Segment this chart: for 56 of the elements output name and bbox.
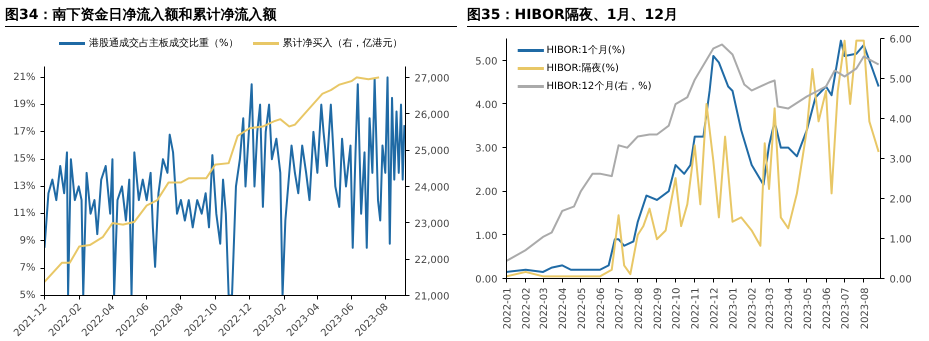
y-tick-label: 13% — [13, 180, 36, 192]
x-tick-label: 2022-02 — [522, 287, 533, 330]
x-tick-label: 2023-05 — [802, 287, 814, 330]
x-tick-label: 2022-05 — [576, 287, 588, 330]
y2-tick-label: 21,000 — [414, 292, 450, 302]
y-tick-label: 11% — [13, 208, 36, 220]
y2-tick-label: 4.00 — [890, 114, 912, 126]
x-tick-label: 2023-04 — [784, 287, 796, 330]
y-tick-label: 3.00 — [475, 144, 498, 155]
x-tick-label: 2022-07 — [614, 287, 626, 330]
y2-tick-label: 0.00 — [890, 274, 912, 286]
y-tick-label: 5% — [20, 290, 36, 301]
x-tick-label: 2022-04 — [558, 287, 570, 330]
y-tick-label: 19% — [13, 99, 36, 110]
x-tick-label: 2022-09 — [652, 287, 664, 330]
x-tick-label: 2023-01 — [728, 287, 740, 330]
y2-tick-label: 27,000 — [414, 73, 450, 84]
y2-tick-label: 23,000 — [414, 218, 450, 230]
y2-tick-label: 1.00 — [890, 234, 912, 246]
y-tick-label: 17% — [13, 126, 36, 138]
chart-title: 图35：HIBOR隔夜、1月、12月 — [467, 6, 678, 25]
x-tick-label: 2022-01 — [502, 287, 514, 330]
y-tick-label: 15% — [13, 154, 36, 165]
y-tick-label: 9% — [20, 235, 36, 246]
y2-tick-label: 2.00 — [890, 194, 912, 206]
x-tick-label: 2023-02 — [748, 287, 759, 330]
chart-title: 图34：南下资金日净流入额和累计净流入额 — [5, 6, 276, 25]
y-tick-label: 5.00 — [475, 56, 498, 68]
x-tick-label: 2023-03 — [765, 287, 776, 330]
y-tick-label: 0.00 — [475, 274, 498, 286]
y2-tick-label: 26,000 — [414, 110, 450, 121]
y2-tick-label: 5.00 — [890, 74, 912, 86]
y-tick-label: 1.00 — [475, 230, 498, 242]
x-tick-label: 2022-03 — [539, 287, 550, 330]
x-tick-label: 2022-08 — [634, 287, 645, 330]
x-tick-label: 2022-10 — [672, 287, 683, 330]
y-tick-label: 21% — [13, 72, 36, 83]
y-tick-label: 2.00 — [475, 187, 498, 198]
legend-label: 港股通成交占主板成交比重（%） — [89, 38, 239, 49]
x-tick-label: 2022-06 — [596, 287, 607, 330]
y-tick-label: 4.00 — [475, 100, 498, 111]
y-tick-label: 7% — [20, 262, 36, 274]
legend-label: HIBOR:12个月(右，%) — [546, 80, 652, 92]
x-tick-label: 2023-07 — [840, 287, 852, 330]
x-tick-label: 2022-11 — [690, 287, 702, 330]
y2-tick-label: 22,000 — [414, 255, 450, 266]
y2-tick-label: 3.00 — [890, 154, 912, 166]
legend-label: HIBOR:1个月(%) — [546, 44, 626, 56]
x-tick-label: 2023-06 — [822, 287, 834, 330]
x-tick-label: 2022-12 — [709, 287, 720, 330]
x-tick-label: 2023-08 — [860, 287, 871, 330]
y2-tick-label: 24,000 — [414, 182, 450, 194]
y2-tick-label: 6.00 — [890, 34, 912, 46]
legend-label: HIBOR:隔夜(%) — [546, 62, 619, 74]
legend-label: 累计净买入（右，亿港元） — [282, 38, 403, 49]
y2-tick-label: 25,000 — [414, 146, 450, 158]
